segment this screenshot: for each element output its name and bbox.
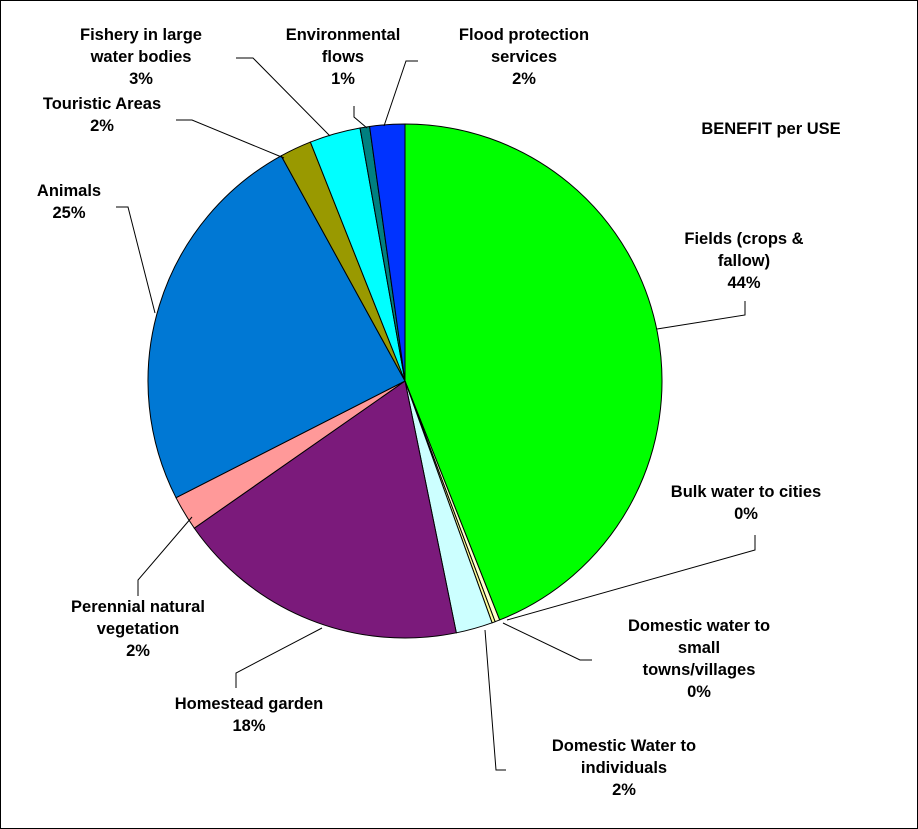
pie-slice-flood-protection-services — [369, 123, 406, 382]
pie-slice-homestead-garden — [193, 380, 457, 639]
slice-label-line: small — [678, 639, 720, 657]
chart-title: BENEFIT per USE — [701, 120, 840, 138]
leader-line-homestead-garden — [235, 627, 323, 688]
slice-percent: 25% — [52, 204, 85, 222]
slice-percent: 2% — [612, 781, 636, 799]
slice-label-line: services — [491, 48, 557, 66]
leader-line-domestic-water-to-individuals — [484, 629, 506, 771]
slice-label-line: Domestic Water to — [552, 737, 696, 755]
pie-slices — [147, 123, 663, 639]
slice-label-line: vegetation — [97, 620, 180, 638]
pie-slice-fields-crops-fallow — [404, 123, 663, 621]
slice-labels: Fields (crops & fallow) 44% Bulk water to c… — [37, 26, 821, 799]
slice-label-line: Bulk water to cities — [671, 483, 821, 501]
leader-line-fishery-in-large-water-bodies — [236, 57, 331, 137]
leader-lines — [116, 57, 756, 771]
slice-label-line: Flood protection — [459, 26, 589, 44]
slice-label-flood-protection-services: Flood protection services 2% — [459, 26, 589, 88]
slice-label-line: Homestead garden — [175, 695, 324, 713]
slice-percent: 3% — [129, 70, 153, 88]
leader-line-domestic-water-to-small-towns-villages — [502, 622, 592, 661]
slice-percent: 0% — [734, 505, 758, 523]
slice-percent: 2% — [126, 642, 150, 660]
slice-percent: 1% — [331, 70, 355, 88]
leader-line-touristic-areas — [176, 119, 285, 159]
slice-label-line: Fields (crops & — [684, 230, 803, 248]
pie-slice-animals — [147, 155, 406, 499]
slice-label-line: Domestic water to — [628, 617, 770, 635]
slice-label-bulk-water-to-cities: Bulk water to cities 0% — [671, 483, 821, 523]
slice-percent: 0% — [687, 683, 711, 701]
slice-label-homestead-garden: Homestead garden 18% — [175, 695, 324, 735]
slice-percent: 44% — [727, 274, 760, 292]
leader-line-perennial-natural-vegetation — [137, 516, 193, 596]
slice-label-line: flows — [322, 48, 364, 66]
slice-label-line: individuals — [581, 759, 667, 777]
slice-label-fields-crops-fallow: Fields (crops & fallow) 44% — [684, 230, 803, 292]
leader-line-animals — [116, 206, 156, 314]
leader-line-flood-protection-services — [383, 60, 418, 127]
slice-label-perennial-natural-vegetation: Perennial natural vegetation 2% — [71, 598, 205, 660]
slice-label-environmental-flows: Environmental flows 1% — [286, 26, 401, 88]
leader-line-environmental-flows — [353, 106, 368, 129]
leader-line-fields-crops-fallow — [656, 301, 746, 330]
slice-label-line: Fishery in large — [80, 26, 202, 44]
slice-percent: 2% — [90, 117, 114, 135]
slice-label-touristic-areas: Touristic Areas 2% — [43, 95, 161, 135]
slice-percent: 2% — [512, 70, 536, 88]
slice-label-line: Environmental — [286, 26, 401, 44]
slice-label-domestic-water-to-small-towns-villages: Domestic water to small towns/villages 0% — [628, 617, 770, 701]
slice-label-line: water bodies — [90, 48, 192, 66]
slice-percent: 18% — [232, 717, 265, 735]
leader-line-bulk-water-to-cities — [506, 535, 756, 621]
slice-label-animals: Animals 25% — [37, 182, 101, 222]
slice-label-line: towns/villages — [643, 661, 756, 679]
slice-label-line: fallow) — [718, 252, 770, 270]
slice-label-domestic-water-to-individuals: Domestic Water to individuals 2% — [552, 737, 696, 799]
slice-label-line: Touristic Areas — [43, 95, 161, 113]
slice-label-line: Animals — [37, 182, 101, 200]
slice-label-line: Perennial natural — [71, 598, 205, 616]
slice-label-fishery-in-large-water-bodies: Fishery in large water bodies 3% — [80, 26, 202, 88]
